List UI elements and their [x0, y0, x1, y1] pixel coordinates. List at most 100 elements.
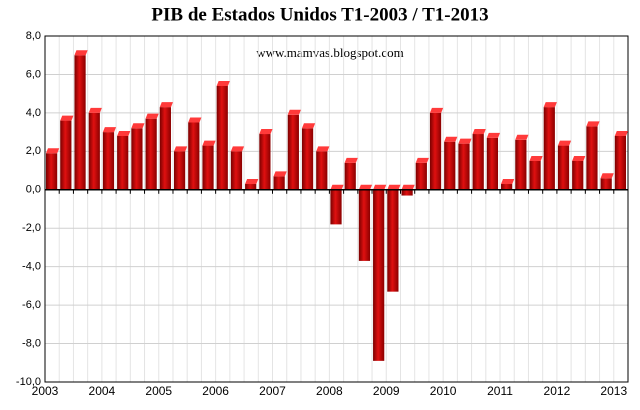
y-tick-label: 4,0 — [26, 107, 41, 119]
bar-top — [74, 50, 88, 56]
bar — [472, 134, 484, 190]
bar-top — [358, 184, 373, 190]
bar-top — [529, 155, 543, 161]
bar — [330, 189, 342, 225]
y-tick-label: 0,0 — [26, 184, 41, 196]
bar — [273, 176, 285, 190]
bar — [501, 184, 513, 190]
bar — [46, 153, 58, 190]
plot-frame — [44, 35, 629, 383]
bar-top — [188, 117, 202, 123]
bar — [515, 139, 527, 190]
bar-top — [46, 148, 60, 154]
bar-top — [259, 129, 273, 135]
bar-top — [373, 184, 387, 190]
bar-top — [301, 123, 316, 129]
bar — [301, 128, 314, 190]
y-tick-label: -2,0 — [22, 222, 41, 234]
bar-top — [429, 107, 444, 113]
bar-top — [216, 80, 230, 86]
bar-top — [401, 184, 415, 190]
bar-top — [330, 184, 344, 190]
bar-top — [230, 146, 245, 152]
bar — [145, 118, 157, 190]
bar — [287, 114, 299, 190]
bar — [486, 137, 499, 190]
bar-top — [145, 113, 159, 119]
x-tick-label: 2003 — [32, 384, 59, 398]
annotation: www.mamvas.blogspot.com — [256, 45, 404, 60]
bar — [102, 132, 115, 190]
x-tick-label: 2007 — [259, 384, 286, 398]
x-tick-label: 2011 — [487, 384, 513, 398]
bar-top — [287, 109, 301, 115]
bar — [173, 151, 186, 190]
bar — [600, 178, 612, 190]
bar — [387, 189, 399, 292]
bar — [131, 128, 143, 190]
bar-top — [88, 107, 102, 113]
bar — [458, 143, 470, 190]
bar-top — [316, 146, 330, 152]
bar-top — [344, 157, 358, 163]
bar-top — [586, 121, 600, 127]
bar-top — [245, 179, 259, 185]
bar-top — [173, 146, 188, 152]
bar — [216, 85, 228, 190]
bar-top — [543, 102, 557, 108]
bar — [159, 107, 171, 190]
bar — [188, 122, 200, 190]
bar — [572, 160, 584, 190]
bar-top — [387, 184, 401, 190]
bar-top — [117, 130, 131, 136]
bar — [586, 126, 598, 190]
bar-top — [60, 115, 74, 121]
bar — [117, 135, 129, 190]
bar — [614, 135, 626, 190]
y-tick-label: 8,0 — [26, 30, 41, 42]
x-tick-label: 2012 — [544, 384, 571, 398]
bar-top — [159, 102, 173, 108]
x-tick-label: 2004 — [89, 384, 116, 398]
bar-top — [614, 130, 628, 136]
bar — [202, 145, 214, 190]
bar-top — [415, 157, 429, 163]
bar — [429, 112, 442, 190]
y-tick-label: 2,0 — [26, 145, 41, 157]
x-tick-label: 2005 — [145, 384, 172, 398]
y-tick-label: -4,0 — [22, 261, 41, 273]
bar — [444, 141, 456, 190]
bar — [543, 107, 555, 190]
bar — [344, 162, 356, 190]
bar — [316, 151, 328, 190]
bar-top — [102, 127, 117, 133]
bar — [259, 134, 271, 190]
bar-top — [600, 173, 614, 179]
bar — [60, 120, 72, 190]
bar — [358, 189, 371, 261]
y-tick-label: -10,0 — [16, 376, 41, 388]
bar — [230, 151, 243, 190]
bar — [529, 160, 541, 190]
x-tick-label: 2013 — [600, 384, 627, 398]
bar-top — [273, 171, 287, 177]
y-tick-label: -6,0 — [22, 299, 41, 311]
bar-top — [557, 140, 572, 146]
bar — [401, 189, 413, 196]
bar-top — [501, 179, 515, 185]
y-tick-label: -8,0 — [22, 337, 41, 349]
bar — [74, 55, 86, 190]
bar — [245, 184, 257, 190]
bar-top — [131, 123, 145, 129]
chart-title: PIB de Estados Unidos T1-2003 / T1-2013 — [151, 4, 488, 25]
bar-top — [515, 134, 529, 140]
bar-top — [458, 138, 472, 144]
bar-top — [202, 140, 216, 146]
bar-top — [472, 129, 486, 135]
x-tick-label: 2009 — [373, 384, 400, 398]
bar — [415, 162, 427, 190]
y-tick-label: 6,0 — [26, 68, 41, 80]
x-tick-label: 2008 — [316, 384, 343, 398]
bar — [557, 145, 570, 190]
